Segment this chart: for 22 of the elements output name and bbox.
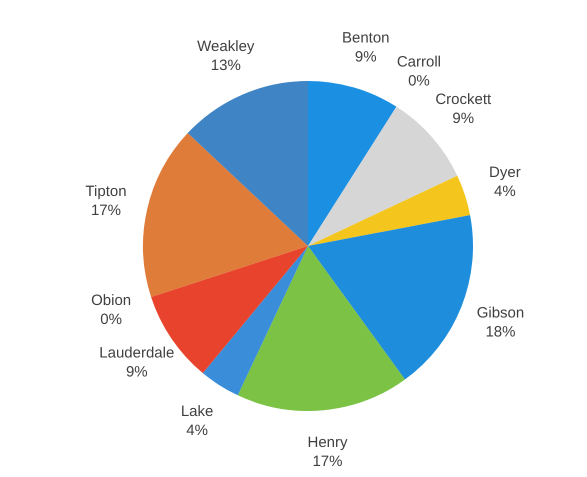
data-label: 17% — [312, 453, 342, 470]
category-label: Carroll — [396, 53, 442, 70]
slice-label: Lake — [180, 402, 214, 420]
data-label: 18% — [485, 323, 516, 340]
data-label: 17% — [90, 202, 121, 219]
data-label: 4% — [494, 183, 516, 200]
data-label: 9% — [452, 110, 474, 128]
slice-label: Tipton — [85, 182, 127, 200]
slice-label: Gibson — [476, 304, 524, 322]
text: 0% — [408, 72, 430, 90]
data-label: 4% — [186, 422, 208, 439]
slice-label: Benton — [342, 29, 390, 46]
data-label: 9% — [126, 363, 148, 380]
text: 0% — [100, 311, 122, 328]
slice-label: Crockett — [435, 91, 492, 108]
category-label: Obion — [91, 292, 132, 310]
slice-label: Weakley — [197, 38, 255, 56]
data-label: 9% — [354, 48, 377, 66]
slice-label: Dyer — [489, 164, 521, 182]
slice-label: Lauderdale — [99, 344, 174, 362]
slice-label: Henry — [307, 434, 348, 452]
data-label: 13% — [210, 57, 241, 74]
